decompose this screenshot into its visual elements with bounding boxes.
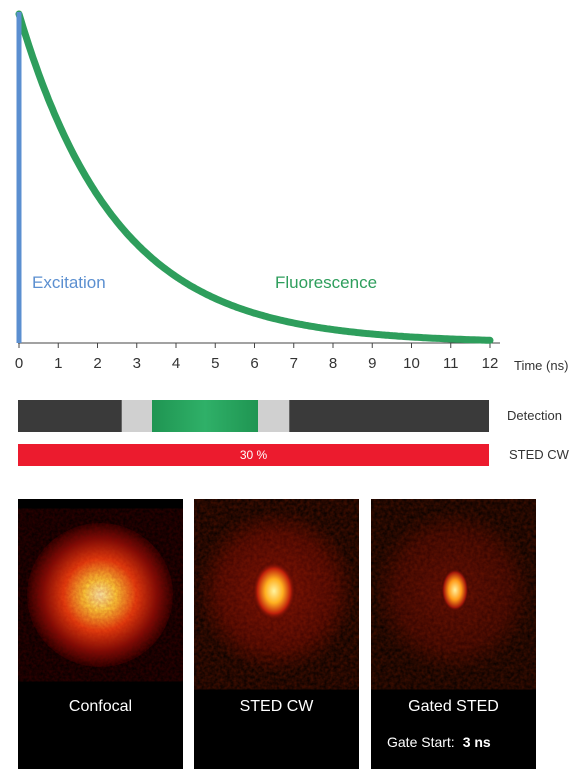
x-tick-label: 12 [482,355,499,372]
sted-power-value: 30 % [239,448,268,462]
sted-cw-image-panel: STED CW [194,499,359,769]
x-tick-label: 11 [443,355,459,372]
x-tick-label: 5 [211,355,219,372]
fluorescence-curve [15,10,494,344]
sted-cw-label: STED CW [509,447,569,462]
x-tick-label: 10 [403,355,420,372]
excitation-label: Excitation [32,273,106,292]
x-tick-label: 1 [54,355,62,372]
gated-sted-image-panel: Gated STED Gate Start: 3 ns [371,499,536,769]
x-tick-label: 4 [172,355,180,372]
gate-start-label: Gate Start: [387,734,455,750]
confocal-spot-image [27,523,173,667]
sted-power-bar: 30 % [18,444,489,466]
confocal-label: Confocal [68,698,133,715]
gate-start-value: 3 ns [462,734,491,750]
x-tick-label: 9 [368,355,376,372]
sted-cw-spot-image [196,509,356,673]
x-axis-ticks: 0 1 2 3 4 5 6 7 8 9 10 11 12 [15,343,499,372]
detection-gate-bar [18,400,489,432]
x-tick-label: 7 [290,355,298,372]
x-tick-label: 6 [250,355,258,372]
fluorescence-decay-plot: 0 1 2 3 4 5 6 7 8 9 10 11 12 Time (ns) Excitation Fl… [15,10,568,373]
x-axis-unit-label: Time (ns) [514,358,568,373]
x-tick-label: 2 [93,355,101,372]
gate-start-readout: Gate Start: 3 ns [387,734,491,750]
fluorescence-label: Fluorescence [275,273,377,292]
x-tick-label: 8 [329,355,337,372]
gated-sted-spot-image [373,509,533,673]
confocal-image-panel: Confocal [18,499,183,769]
x-tick-label: 0 [15,355,23,372]
sted-cw-panel-label: STED CW [239,698,314,715]
detection-label: Detection [507,408,562,423]
detection-gate-active [152,400,259,432]
gated-sted-label: Gated STED [408,698,499,715]
x-tick-label: 3 [133,355,141,372]
